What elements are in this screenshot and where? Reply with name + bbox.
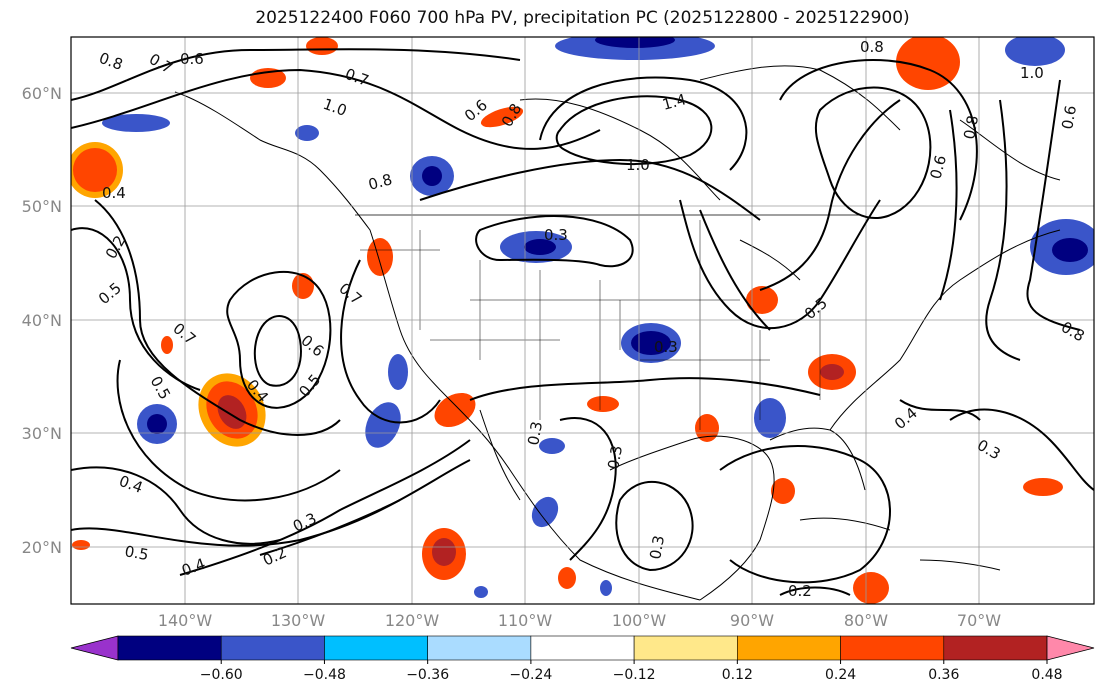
contour-label: 0.6 (180, 50, 204, 68)
colorbar-cell (943, 635, 1048, 661)
colorbar-cell (220, 635, 325, 661)
colorbar-cell (530, 635, 635, 661)
lat-label: 60°N (22, 84, 62, 103)
map-frame (70, 36, 1095, 605)
colorbar-tick-label: 0.12 (722, 667, 753, 683)
contour-label: 0.8 (960, 114, 982, 141)
lat-label: 20°N (22, 538, 62, 557)
lon-label: 120°W (385, 611, 440, 630)
colorbar-left-extend (70, 635, 119, 661)
pv-contours (71, 48, 1094, 596)
colorbar-tick-label: 0.36 (928, 667, 959, 683)
colorbar-cell (117, 635, 222, 661)
contour-label: 1.0 (1020, 64, 1044, 82)
gridlines (71, 37, 1094, 604)
contour-label: 0.3 (544, 226, 568, 244)
lon-label: 90°W (730, 611, 774, 630)
colorbar-cell (737, 635, 841, 661)
lon-label: 110°W (498, 611, 553, 630)
map-panel (71, 37, 1094, 604)
colorbar-tick-label: 0.24 (825, 667, 856, 683)
contour-label: 0.3 (646, 534, 668, 561)
lat-label: 40°N (22, 311, 62, 330)
colorbar-cells (117, 635, 1048, 661)
lon-label: 80°W (844, 611, 888, 630)
contour-label: 0.2 (788, 582, 812, 600)
colorbar-cell (633, 635, 738, 661)
contour-label: 0.8 (860, 38, 884, 56)
contour-label: 1.0 (626, 156, 650, 174)
map-title: 2025122400 F060 700 hPa PV, precipitatio… (255, 8, 910, 28)
contour-label: 0.3 (524, 420, 546, 447)
longitude-labels: 140°W 130°W 120°W 110°W 100°W 90°W 80°W … (158, 611, 1001, 630)
contour-label: 1.4 (660, 90, 688, 114)
contour-label: 0.4 (102, 184, 126, 202)
lat-label: 50°N (22, 197, 62, 216)
lon-label: 140°W (158, 611, 213, 630)
colorbar-tick-labels: −0.60 −0.48 −0.36 −0.24 −0.12 0.12 0.24 0.36 0.4… (200, 660, 1063, 683)
lat-label: 30°N (22, 424, 62, 443)
colorbar-tick-label: −0.60 (200, 667, 243, 683)
colorbar-tick-label: −0.48 (303, 667, 346, 683)
colorbar-tick-label: 0.48 (1031, 667, 1062, 683)
colorbar-right-extend (1046, 635, 1095, 661)
contour-label: 0.6 (926, 153, 950, 181)
lon-label: 130°W (271, 611, 326, 630)
colorbar-cell (324, 635, 428, 661)
contour-label: 0.3 (654, 338, 678, 356)
colorbar-cell (427, 635, 532, 661)
contour-label: 0.5 (123, 542, 150, 564)
contour-label: 0.6 (1058, 104, 1080, 131)
colorbar-cell (840, 635, 945, 661)
colorbar: −0.60 −0.48 −0.36 −0.24 −0.12 0.12 0.24 0.36 0.4… (70, 635, 1095, 683)
latitude-labels: 60°N 50°N 40°N 30°N 20°N (22, 84, 62, 557)
colorbar-tick-label: −0.36 (406, 667, 449, 683)
coastlines (174, 65, 1061, 601)
contour-label: 0.8 (366, 170, 394, 194)
lon-label: 70°W (957, 611, 1001, 630)
lon-label: 100°W (612, 611, 667, 630)
colorbar-tick-label: −0.12 (613, 667, 656, 683)
contour-label: 0.3 (604, 444, 626, 471)
colorbar-tick-label: −0.24 (509, 667, 552, 683)
